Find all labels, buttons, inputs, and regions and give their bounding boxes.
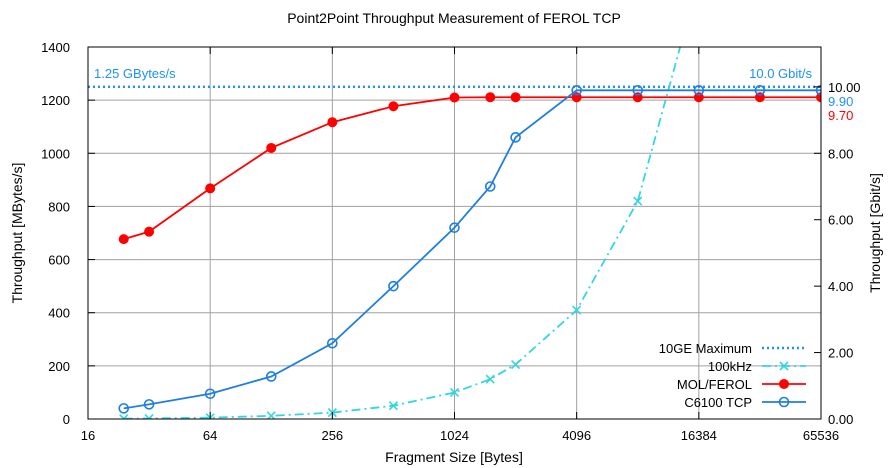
data-point xyxy=(633,196,643,206)
data-point xyxy=(205,183,216,194)
legend-label: MOL/FEROL xyxy=(677,377,752,392)
y2-tick-label: 10.00 xyxy=(828,80,861,95)
legend-label: 10GE Maximum xyxy=(659,341,752,356)
y-tick-label: 0 xyxy=(63,412,70,427)
data-point xyxy=(632,85,644,96)
data-point xyxy=(754,85,766,96)
y2-tick-label: 6.00 xyxy=(828,213,853,228)
data-point xyxy=(485,374,495,384)
data-point xyxy=(118,403,130,414)
y-tick-label: 1000 xyxy=(41,146,70,161)
y2-tick-label: 4.00 xyxy=(828,279,853,294)
data-point xyxy=(204,388,216,400)
series-3 xyxy=(118,85,821,414)
data-point xyxy=(511,359,521,370)
data-point-stroke xyxy=(485,374,495,384)
data-point xyxy=(693,85,705,96)
data-point xyxy=(143,399,155,410)
y-tick-label: 400 xyxy=(48,306,70,321)
x-tick-label: 64 xyxy=(203,428,217,443)
data-point xyxy=(571,85,582,96)
data-point xyxy=(484,181,496,192)
chart-title: Point2Point Throughput Measurement of FE… xyxy=(287,10,621,26)
data-point xyxy=(572,305,582,315)
annotation-9-70: 9.70 xyxy=(828,108,853,123)
x-tick-label: 1024 xyxy=(440,428,469,443)
data-point xyxy=(266,142,277,153)
y-tick-label: 1400 xyxy=(41,40,70,55)
data-point xyxy=(118,234,129,245)
tick-labels: 16 64 256 1024 4096 16384 65536 0 200 400 600 800 10… xyxy=(41,40,860,443)
annotations: 1.25 GBytes/s 10.0 Gbit/s 9.909.70 xyxy=(94,66,853,123)
data-point xyxy=(327,337,338,349)
x-tick-label: 65536 xyxy=(803,428,839,443)
series-line xyxy=(123,89,821,410)
data-point xyxy=(449,387,460,397)
data-point-stroke xyxy=(572,305,582,315)
data-point-stroke xyxy=(511,359,521,370)
y-tick-label: 800 xyxy=(48,199,70,214)
x-tick-label: 256 xyxy=(321,428,343,443)
legend-marker-stroke xyxy=(779,361,789,371)
annotation-right: 10.0 Gbit/s xyxy=(749,66,812,81)
y-tick-label: 600 xyxy=(48,253,70,268)
data-point xyxy=(388,280,399,292)
annotation-9-90: 9.90 xyxy=(828,94,853,109)
data-point xyxy=(265,371,277,382)
data-point xyxy=(327,117,338,128)
data-point-stroke xyxy=(633,196,643,206)
x-tick-label: 16384 xyxy=(681,428,717,443)
data-point xyxy=(388,401,398,411)
data-point xyxy=(485,92,496,103)
data-point xyxy=(510,132,521,143)
x-axis-label: Fragment Size [Bytes] xyxy=(385,449,523,465)
legend-label: C6100 TCP xyxy=(684,395,752,410)
y2-tick-label: 0.00 xyxy=(828,412,853,427)
y-tick-label: 1200 xyxy=(41,93,70,108)
data-point-stroke xyxy=(388,401,398,411)
annotation-left: 1.25 GBytes/s xyxy=(94,66,176,81)
x-tick-label: 16 xyxy=(81,428,95,443)
data-point xyxy=(510,92,521,103)
series-1 xyxy=(119,47,682,419)
data-point-stroke xyxy=(266,411,276,419)
data-point xyxy=(144,226,155,237)
legend-marker xyxy=(778,396,790,408)
y2-tick-label: 8.00 xyxy=(828,146,853,161)
series-line xyxy=(123,47,682,419)
data-point xyxy=(266,411,276,419)
x-tick-label: 4096 xyxy=(562,428,591,443)
y2-axis-label: Throughput [Gbit/s] xyxy=(867,173,883,293)
data-point-stroke xyxy=(449,387,460,397)
series-2 xyxy=(118,92,821,245)
legend-marker xyxy=(779,361,789,371)
series-line xyxy=(123,96,821,240)
legend-label: 100kHz xyxy=(708,359,752,374)
y2-tick-label: 2.00 xyxy=(828,346,853,361)
y-tick-label: 200 xyxy=(48,359,70,374)
y-axis-label: Throughput [MBytes/s] xyxy=(9,163,25,304)
data-point xyxy=(144,413,154,419)
data-point xyxy=(449,92,460,103)
data-point xyxy=(388,101,399,112)
legend: 10GE Maximum 100kHz MOL/FEROL C6100 TCP xyxy=(659,341,806,410)
data-point xyxy=(815,85,821,96)
legend-marker xyxy=(779,379,789,389)
data-point-stroke xyxy=(147,413,154,419)
data-point xyxy=(449,222,460,233)
